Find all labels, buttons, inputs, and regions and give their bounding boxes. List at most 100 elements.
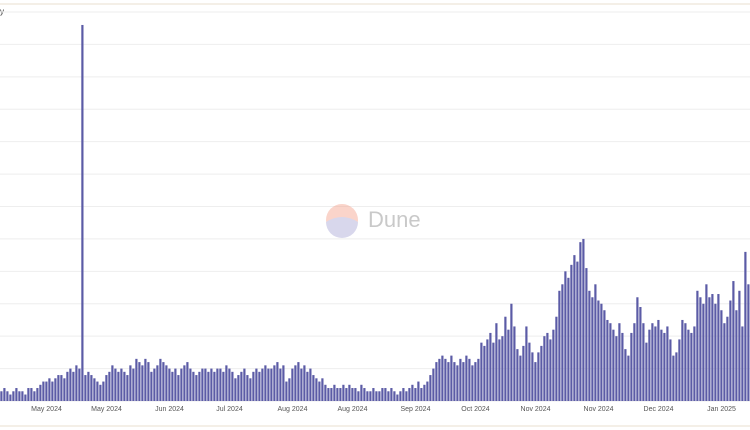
bar bbox=[558, 290, 561, 401]
bar bbox=[480, 342, 483, 401]
bar bbox=[15, 388, 18, 401]
bar bbox=[441, 355, 444, 401]
bar bbox=[306, 371, 309, 401]
bar bbox=[93, 378, 96, 401]
bar bbox=[135, 358, 138, 401]
bar bbox=[696, 290, 699, 401]
watermark-text: Dune bbox=[368, 207, 421, 232]
bar bbox=[624, 349, 627, 401]
bar bbox=[225, 365, 228, 401]
bar bbox=[417, 381, 420, 401]
bar bbox=[576, 261, 579, 401]
bar bbox=[87, 371, 90, 401]
bar bbox=[102, 381, 105, 401]
x-tick-label: Aug 2024 bbox=[278, 406, 308, 413]
bar bbox=[522, 345, 525, 401]
x-tick-label: Nov 2024 bbox=[584, 406, 614, 413]
bar bbox=[531, 352, 534, 401]
bar bbox=[291, 368, 294, 401]
bar bbox=[390, 388, 393, 401]
bar bbox=[456, 365, 459, 401]
bar bbox=[534, 362, 537, 401]
bar bbox=[546, 332, 549, 401]
bar bbox=[636, 297, 639, 401]
bar bbox=[711, 294, 714, 401]
bar bbox=[405, 391, 408, 401]
bar bbox=[45, 381, 48, 401]
bar bbox=[630, 332, 633, 401]
bar bbox=[600, 303, 603, 401]
bar bbox=[729, 300, 732, 401]
bar bbox=[540, 345, 543, 401]
bar bbox=[444, 358, 447, 401]
bar bbox=[420, 388, 423, 401]
bar bbox=[330, 388, 333, 401]
bar bbox=[471, 365, 474, 401]
bar bbox=[645, 342, 648, 401]
bar bbox=[657, 319, 660, 401]
bar bbox=[60, 375, 63, 401]
bar bbox=[507, 329, 510, 401]
bar bbox=[141, 365, 144, 401]
bar bbox=[282, 365, 285, 401]
bar bbox=[270, 368, 273, 401]
watermark-logo bbox=[326, 204, 358, 236]
bar bbox=[132, 368, 135, 401]
bar bbox=[642, 323, 645, 401]
bar bbox=[618, 323, 621, 401]
bar bbox=[573, 255, 576, 401]
bar bbox=[255, 368, 258, 401]
bar bbox=[717, 294, 720, 401]
bar bbox=[474, 362, 477, 401]
bar bbox=[564, 271, 567, 401]
bar bbox=[354, 388, 357, 401]
bar bbox=[33, 391, 36, 401]
bar bbox=[303, 365, 306, 401]
bar bbox=[465, 355, 468, 401]
bar bbox=[243, 368, 246, 401]
bar bbox=[702, 303, 705, 401]
x-tick-label: Dec 2024 bbox=[644, 406, 674, 413]
bar bbox=[402, 388, 405, 401]
bar bbox=[288, 378, 291, 401]
watermark-logo-lower bbox=[326, 217, 358, 238]
bar bbox=[414, 388, 417, 401]
bar bbox=[333, 384, 336, 401]
bar bbox=[357, 391, 360, 401]
bar bbox=[408, 388, 411, 401]
bar bbox=[9, 394, 12, 401]
bar bbox=[21, 391, 24, 401]
bar bbox=[3, 388, 6, 401]
bar bbox=[351, 388, 354, 401]
bar bbox=[75, 365, 78, 401]
bar bbox=[360, 384, 363, 401]
bar bbox=[495, 323, 498, 401]
bar bbox=[525, 326, 528, 401]
watermark: Dune bbox=[326, 204, 421, 238]
bar bbox=[294, 365, 297, 401]
bar bbox=[348, 384, 351, 401]
bar bbox=[366, 391, 369, 401]
bar bbox=[6, 391, 9, 401]
bar bbox=[192, 371, 195, 401]
bar bbox=[588, 290, 591, 401]
bar bbox=[48, 378, 51, 401]
x-tick-label: May 2024 bbox=[91, 406, 122, 413]
bar bbox=[189, 368, 192, 401]
bar bbox=[252, 371, 255, 401]
bar bbox=[654, 326, 657, 401]
bar bbox=[345, 388, 348, 401]
bar bbox=[735, 310, 738, 401]
bar bbox=[246, 375, 249, 401]
bar bbox=[477, 358, 480, 401]
bar bbox=[114, 368, 117, 401]
bar bbox=[747, 284, 750, 401]
bar bbox=[204, 368, 207, 401]
bar bbox=[447, 362, 450, 401]
bar bbox=[567, 277, 570, 401]
bar bbox=[459, 358, 462, 401]
bar bbox=[276, 362, 279, 401]
bar bbox=[126, 375, 129, 401]
bar bbox=[483, 345, 486, 401]
bar bbox=[510, 303, 513, 401]
